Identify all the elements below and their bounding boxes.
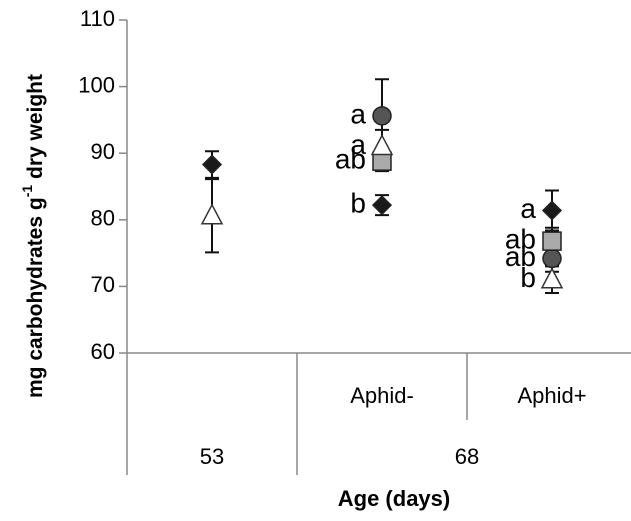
x-axis-label: Age (days) <box>338 486 450 511</box>
y-label-sup: -1 <box>19 185 35 198</box>
triangle-marker <box>540 267 564 289</box>
triangle-marker <box>370 133 394 156</box>
y-label-part: mg carbohydrates g <box>24 197 47 398</box>
diamond-marker <box>201 154 223 175</box>
group-label: 53 <box>200 444 224 469</box>
significance-letter: ab <box>505 224 536 255</box>
y-tick-label: 100 <box>78 72 115 97</box>
group-label: 68 <box>455 444 479 469</box>
y-axis-label: mg carbohydrates g-1 dry weight <box>19 74 47 398</box>
significance-letter: ab <box>505 241 536 272</box>
triangle-marker <box>200 203 224 225</box>
circle-marker <box>542 248 562 269</box>
x-tick-label: Aphid+ <box>517 383 586 408</box>
diamond-marker <box>541 200 563 221</box>
y-label-part: dry weight <box>24 74 47 185</box>
significance-letter: ab <box>335 144 366 175</box>
circle-marker <box>372 106 392 126</box>
significance-letter: a <box>350 98 366 129</box>
diamond-marker <box>371 195 393 216</box>
y-tick-label: 80 <box>91 206 115 231</box>
y-tick-label: 90 <box>91 139 115 164</box>
square-marker <box>542 231 562 251</box>
significance-letter: b <box>350 188 366 219</box>
significance-letter: b <box>520 262 536 293</box>
x-tick-label: Aphid- <box>350 383 414 408</box>
y-tick-label: 60 <box>91 339 115 364</box>
y-tick-label: 110 <box>80 6 115 31</box>
significance-letter: a <box>350 129 366 160</box>
significance-letter: a <box>520 193 536 224</box>
y-tick-label: 70 <box>91 272 115 297</box>
